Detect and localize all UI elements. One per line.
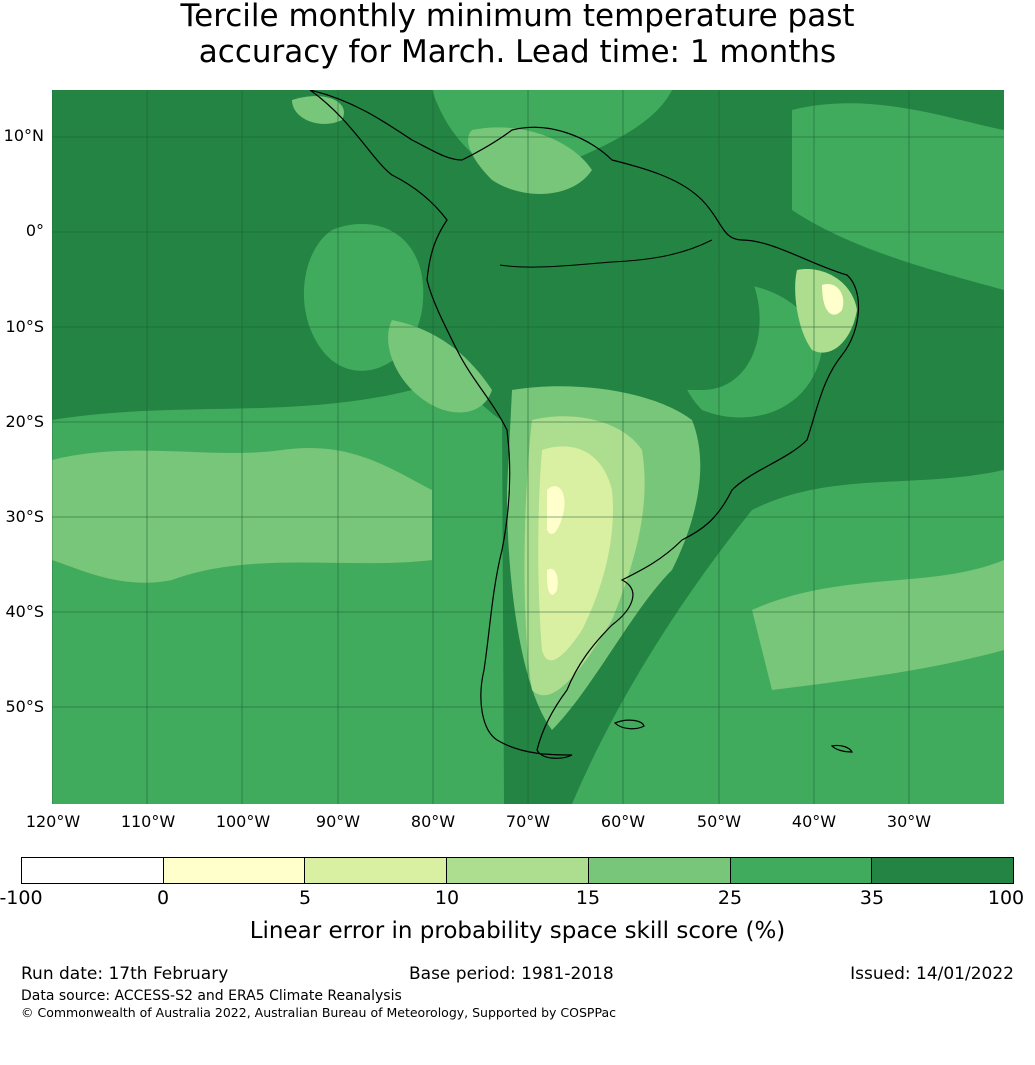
lon-label: 110°W [120, 812, 176, 831]
lon-label: 40°W [791, 812, 837, 831]
lat-label: 20°S [5, 412, 44, 431]
base-period: Base period: 1981-2018 [409, 964, 614, 984]
skill-region [546, 568, 558, 595]
coastline [309, 90, 859, 759]
graticule [52, 90, 1004, 804]
colorbar-segment [22, 858, 164, 883]
colorbar-tick-label: 5 [298, 887, 312, 909]
map-title-line-1: Tercile monthly minimum temperature past [180, 0, 855, 34]
colorbar-tick-label: 100 [987, 887, 1025, 909]
lon-label: 30°W [886, 812, 932, 831]
map-title-line-2: accuracy for March. Lead time: 1 months [198, 34, 837, 70]
lon-label: 100°W [215, 812, 271, 831]
colorbar-label: Linear error in probability space skill … [249, 918, 786, 944]
skill-score-map [52, 90, 1004, 804]
amazon-river [499, 239, 713, 268]
run-date: Run date: 17th February [21, 964, 229, 984]
lon-label: 80°W [410, 812, 456, 831]
colorbar-segment [588, 858, 731, 883]
skill-region [547, 486, 565, 534]
lat-label: 40°S [5, 602, 44, 621]
skill-region [468, 127, 592, 194]
south-georgia [830, 744, 853, 753]
skill-region [292, 96, 344, 124]
lat-label: 30°S [5, 507, 44, 526]
skill-region [388, 320, 492, 413]
colorbar-tick-label: 25 [717, 887, 743, 909]
colorbar-tick-label: -100 [0, 887, 43, 909]
issued-date: Issued: 14/01/2022 [850, 964, 1014, 984]
skill-region [795, 269, 857, 353]
lon-label: 90°W [315, 812, 361, 831]
colorbar-segment [305, 858, 448, 883]
falkland-islands [613, 719, 645, 730]
skill-region [822, 284, 844, 315]
colorbar-segment [872, 858, 1014, 883]
lat-label: 10°N [3, 126, 44, 145]
copyright: © Commonwealth of Australia 2022, Austra… [21, 1005, 616, 1020]
colorbar-tick-label: 35 [859, 887, 885, 909]
data-source: Data source: ACCESS-S2 and ERA5 Climate … [21, 988, 402, 1004]
lat-label: 0° [25, 221, 44, 240]
colorbar-tick-label: 15 [575, 887, 601, 909]
colorbar-segment [447, 858, 589, 883]
colorbar [21, 857, 1014, 884]
colorbar-tick-label: 10 [434, 887, 460, 909]
lon-label: 70°W [505, 812, 551, 831]
lat-label: 50°S [5, 697, 44, 716]
colorbar-segment [730, 858, 873, 883]
colorbar-segment [163, 858, 306, 883]
colorbar-tick-label: 0 [156, 887, 170, 909]
lat-label: 10°S [5, 317, 44, 336]
skill-region [488, 249, 760, 390]
skill-region [52, 387, 504, 804]
lon-label: 50°W [696, 812, 742, 831]
lon-label: 120°W [25, 812, 81, 831]
skill-region [792, 103, 1004, 290]
skill-region [752, 560, 1004, 690]
lon-label: 60°W [600, 812, 646, 831]
